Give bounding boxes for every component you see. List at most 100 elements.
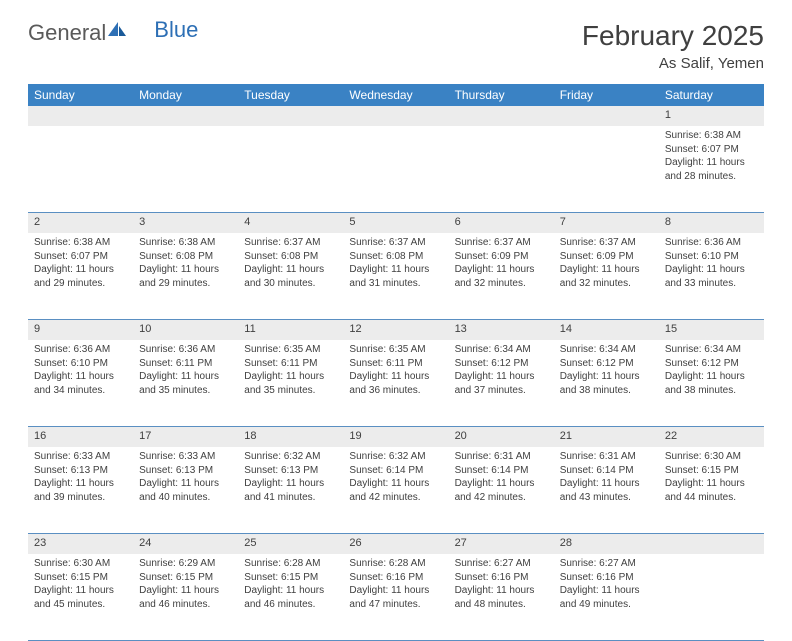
day-cell: Sunrise: 6:31 AMSunset: 6:14 PMDaylight:… <box>554 447 659 534</box>
day-number: 14 <box>554 320 659 341</box>
day-number <box>554 106 659 126</box>
header: General Blue February 2025 As Salif, Yem… <box>28 20 764 72</box>
day-number: 7 <box>554 213 659 234</box>
day-cell: Sunrise: 6:32 AMSunset: 6:14 PMDaylight:… <box>343 447 448 534</box>
day-cell-content: Sunrise: 6:34 AMSunset: 6:12 PMDaylight:… <box>659 340 764 403</box>
day-number: 9 <box>28 320 133 341</box>
sunrise-text: Sunrise: 6:31 AM <box>560 450 653 464</box>
day-number: 22 <box>659 427 764 448</box>
day-cell: Sunrise: 6:37 AMSunset: 6:08 PMDaylight:… <box>238 233 343 320</box>
day-cell: Sunrise: 6:31 AMSunset: 6:14 PMDaylight:… <box>449 447 554 534</box>
sunset-text: Sunset: 6:15 PM <box>34 571 127 585</box>
daylight-text: Daylight: 11 hours and 28 minutes. <box>665 156 758 183</box>
sunrise-text: Sunrise: 6:38 AM <box>34 236 127 250</box>
sunset-text: Sunset: 6:13 PM <box>139 464 232 478</box>
day-cell: Sunrise: 6:35 AMSunset: 6:11 PMDaylight:… <box>238 340 343 427</box>
daylight-text: Daylight: 11 hours and 42 minutes. <box>455 477 548 504</box>
sunrise-text: Sunrise: 6:36 AM <box>34 343 127 357</box>
sunrise-text: Sunrise: 6:36 AM <box>665 236 758 250</box>
day-cell: Sunrise: 6:29 AMSunset: 6:15 PMDaylight:… <box>133 554 238 641</box>
day-cell-content: Sunrise: 6:30 AMSunset: 6:15 PMDaylight:… <box>28 554 133 617</box>
day-cell: Sunrise: 6:37 AMSunset: 6:09 PMDaylight:… <box>449 233 554 320</box>
sunset-text: Sunset: 6:11 PM <box>244 357 337 371</box>
weekday-header: Wednesday <box>343 84 448 106</box>
day-cell-content: Sunrise: 6:36 AMSunset: 6:10 PMDaylight:… <box>28 340 133 403</box>
day-cell: Sunrise: 6:27 AMSunset: 6:16 PMDaylight:… <box>449 554 554 641</box>
sunset-text: Sunset: 6:08 PM <box>139 250 232 264</box>
daylight-text: Daylight: 11 hours and 34 minutes. <box>34 370 127 397</box>
day-number: 5 <box>343 213 448 234</box>
sunset-text: Sunset: 6:16 PM <box>455 571 548 585</box>
daylight-text: Daylight: 11 hours and 38 minutes. <box>665 370 758 397</box>
day-cell: Sunrise: 6:33 AMSunset: 6:13 PMDaylight:… <box>28 447 133 534</box>
day-content-row: Sunrise: 6:38 AMSunset: 6:07 PMDaylight:… <box>28 126 764 213</box>
daylight-text: Daylight: 11 hours and 41 minutes. <box>244 477 337 504</box>
day-cell <box>28 126 133 213</box>
day-cell <box>449 126 554 213</box>
sunrise-text: Sunrise: 6:35 AM <box>349 343 442 357</box>
daylight-text: Daylight: 11 hours and 47 minutes. <box>349 584 442 611</box>
daylight-text: Daylight: 11 hours and 29 minutes. <box>139 263 232 290</box>
day-cell <box>238 126 343 213</box>
daylight-text: Daylight: 11 hours and 35 minutes. <box>139 370 232 397</box>
day-number: 8 <box>659 213 764 234</box>
day-cell: Sunrise: 6:38 AMSunset: 6:07 PMDaylight:… <box>28 233 133 320</box>
sunrise-text: Sunrise: 6:27 AM <box>560 557 653 571</box>
day-cell <box>133 126 238 213</box>
sunset-text: Sunset: 6:14 PM <box>455 464 548 478</box>
day-number: 17 <box>133 427 238 448</box>
daylight-text: Daylight: 11 hours and 43 minutes. <box>560 477 653 504</box>
daylight-text: Daylight: 11 hours and 30 minutes. <box>244 263 337 290</box>
day-cell-content: Sunrise: 6:28 AMSunset: 6:16 PMDaylight:… <box>343 554 448 617</box>
sunrise-text: Sunrise: 6:31 AM <box>455 450 548 464</box>
sunset-text: Sunset: 6:07 PM <box>665 143 758 157</box>
day-content-row: Sunrise: 6:38 AMSunset: 6:07 PMDaylight:… <box>28 233 764 320</box>
day-number-row: 16171819202122 <box>28 427 764 448</box>
sunrise-text: Sunrise: 6:37 AM <box>349 236 442 250</box>
day-number: 26 <box>343 534 448 555</box>
month-title: February 2025 <box>582 20 764 52</box>
day-cell-content: Sunrise: 6:37 AMSunset: 6:09 PMDaylight:… <box>449 233 554 296</box>
day-number <box>343 106 448 126</box>
daylight-text: Daylight: 11 hours and 31 minutes. <box>349 263 442 290</box>
day-number-row: 2345678 <box>28 213 764 234</box>
daylight-text: Daylight: 11 hours and 39 minutes. <box>34 477 127 504</box>
weekday-header: Monday <box>133 84 238 106</box>
daylight-text: Daylight: 11 hours and 48 minutes. <box>455 584 548 611</box>
sunrise-text: Sunrise: 6:37 AM <box>244 236 337 250</box>
daylight-text: Daylight: 11 hours and 35 minutes. <box>244 370 337 397</box>
sunset-text: Sunset: 6:15 PM <box>139 571 232 585</box>
logo: General Blue <box>28 20 198 46</box>
day-cell-content: Sunrise: 6:36 AMSunset: 6:11 PMDaylight:… <box>133 340 238 403</box>
day-cell-content: Sunrise: 6:36 AMSunset: 6:10 PMDaylight:… <box>659 233 764 296</box>
day-content-row: Sunrise: 6:33 AMSunset: 6:13 PM Daylight:… <box>28 447 764 534</box>
day-cell-content: Sunrise: 6:32 AMSunset: 6:14 PMDaylight:… <box>343 447 448 510</box>
day-number: 28 <box>554 534 659 555</box>
title-block: February 2025 As Salif, Yemen <box>582 20 764 72</box>
day-number: 13 <box>449 320 554 341</box>
day-number: 6 <box>449 213 554 234</box>
day-cell <box>343 126 448 213</box>
day-number: 1 <box>659 106 764 126</box>
day-cell: Sunrise: 6:30 AMSunset: 6:15 PMDaylight:… <box>28 554 133 641</box>
sunrise-text: Sunrise: 6:36 AM <box>139 343 232 357</box>
day-number: 20 <box>449 427 554 448</box>
day-number: 19 <box>343 427 448 448</box>
daylight-text: Daylight: 11 hours and 42 minutes. <box>349 477 442 504</box>
day-number <box>28 106 133 126</box>
day-cell-content: Sunrise: 6:37 AMSunset: 6:08 PMDaylight:… <box>343 233 448 296</box>
day-cell: Sunrise: 6:32 AMSunset: 6:13 PMDaylight:… <box>238 447 343 534</box>
weekday-header-row: Sunday Monday Tuesday Wednesday Thursday… <box>28 84 764 106</box>
sunrise-text: Sunrise: 6:33 AM <box>139 450 232 464</box>
day-cell-content: Sunrise: 6:38 AMSunset: 6:07 PMDaylight:… <box>28 233 133 296</box>
day-cell: Sunrise: 6:37 AMSunset: 6:08 PMDaylight:… <box>343 233 448 320</box>
daylight-text: Daylight: 11 hours and 32 minutes. <box>455 263 548 290</box>
sunrise-text: Sunrise: 6:27 AM <box>455 557 548 571</box>
day-cell: Sunrise: 6:38 AMSunset: 6:07 PMDaylight:… <box>659 126 764 213</box>
sunrise-text: Sunrise: 6:38 AM <box>665 129 758 143</box>
day-number: 15 <box>659 320 764 341</box>
day-content-row: Sunrise: 6:36 AMSunset: 6:10 PMDaylight:… <box>28 340 764 427</box>
day-cell <box>554 126 659 213</box>
day-number: 2 <box>28 213 133 234</box>
sunset-text: Sunset: 6:12 PM <box>665 357 758 371</box>
